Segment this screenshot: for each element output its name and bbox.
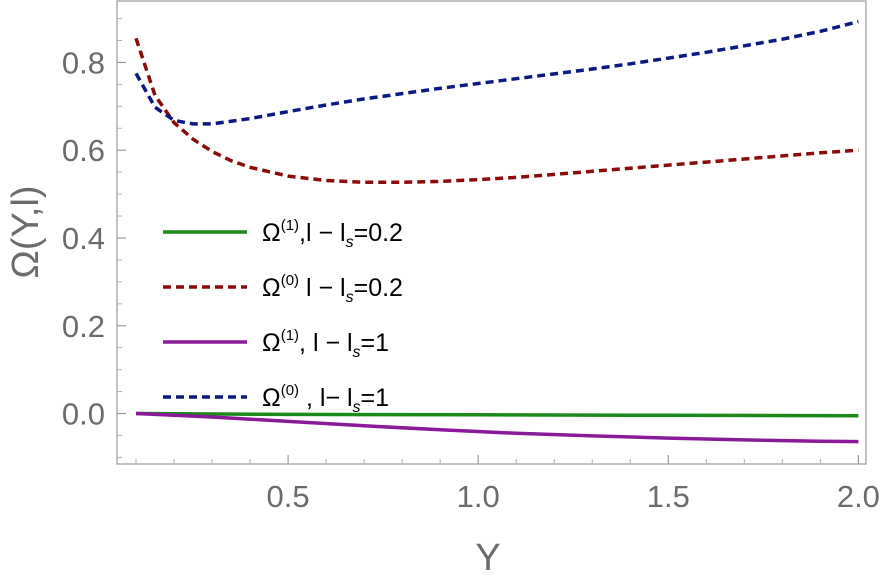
legend-label-1: Ω(1),l − ls=0.2 [262, 217, 403, 251]
legend-label-2: Ω(0) l − ls=0.2 [262, 272, 403, 306]
x-tick-label: 0.5 [267, 479, 310, 514]
x-axis: 0.5 1.0 1.5 2.0 [135, 455, 880, 514]
series-line-4 [134, 19, 859, 126]
plot-frame [116, 0, 867, 465]
y-tick-label: 0.4 [62, 221, 105, 256]
y-axis: 0.0 0.2 0.4 0.6 0.8 [62, 18, 126, 458]
series-line-1 [135, 411, 859, 418]
x-tick-label: 2.0 [837, 479, 880, 514]
legend-label-4: Ω(0) , l− ls=1 [262, 382, 389, 416]
x-tick-label: 1.5 [647, 479, 690, 514]
legend-label-3: Ω(1), l − ls=1 [262, 327, 389, 361]
y-axis-label: Ω(Y,l) [5, 185, 47, 278]
series-line-2 [134, 37, 859, 185]
legend: Ω(1),l − ls=0.2 Ω(0) l − ls=0.2 Ω(1), l − … [163, 217, 403, 416]
series-line-3 [135, 411, 859, 444]
series-lines [134, 19, 859, 444]
y-tick-label: 0.0 [62, 397, 105, 432]
y-tick-label: 0.8 [62, 45, 105, 80]
x-tick-label: 1.0 [457, 479, 500, 514]
y-tick-label: 0.6 [62, 133, 105, 168]
x-axis-label: Y [475, 537, 500, 577]
y-tick-label: 0.2 [62, 309, 105, 344]
